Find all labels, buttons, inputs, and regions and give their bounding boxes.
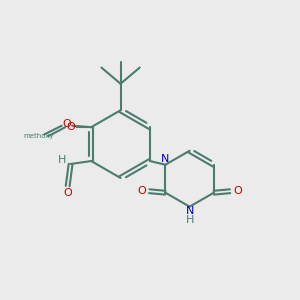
Text: H: H: [185, 215, 194, 225]
Text: methoxy: methoxy: [23, 133, 53, 139]
Text: O: O: [63, 188, 72, 198]
Text: N: N: [185, 206, 194, 216]
Text: O: O: [137, 186, 146, 196]
Text: N: N: [161, 154, 170, 164]
Text: O: O: [233, 186, 242, 196]
Text: O: O: [62, 119, 71, 129]
Text: O: O: [66, 122, 75, 132]
Text: H: H: [58, 155, 67, 166]
